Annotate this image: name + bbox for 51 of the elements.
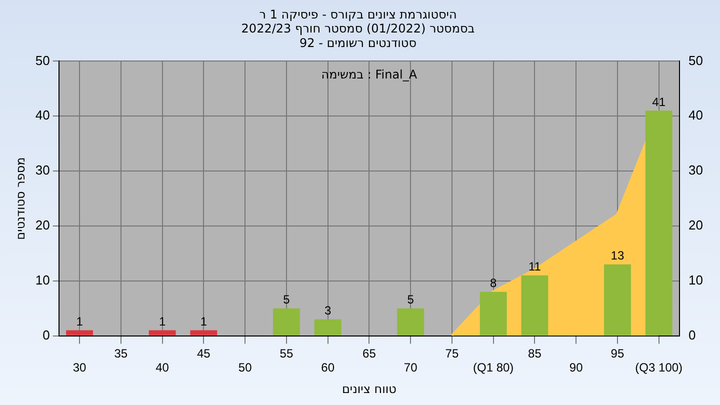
x-tick-label: 75 (445, 346, 459, 360)
x-tick-label: 35 (114, 346, 128, 360)
x-tick-label: (Q1 80) (472, 360, 514, 375)
chart-subtitle: בסמסטר (01/2022) סמסטר חורף 2022/23 סטודנטים רשומים - 92 (241, 22, 475, 50)
x-tick-label: 50 (238, 360, 252, 375)
x-tick-label: 40 (156, 360, 170, 375)
data-label: 3 (324, 304, 332, 318)
data-label: 5 (283, 292, 290, 307)
bar (66, 330, 93, 336)
y-tick-label: 20 (35, 218, 50, 233)
x-tick-label: 70 (404, 360, 418, 375)
bar (397, 308, 424, 336)
x-axis-title: טווח ציונים (342, 382, 397, 396)
y-axis-title: מספר סטודנטים (13, 157, 28, 240)
data-label: 1 (158, 314, 166, 329)
x-tick-label: (Q3 100) (635, 360, 683, 375)
y2-tick-label: 20 (688, 218, 704, 233)
bar (521, 275, 548, 336)
y2-tick-label: 50 (688, 52, 704, 68)
data-label: 1 (76, 314, 84, 329)
y-tick-label: 40 (35, 108, 50, 123)
y2-tick-label: 10 (688, 272, 704, 288)
y-tick-label: 50 (35, 52, 50, 68)
y-tick-label: 0 (42, 327, 50, 342)
x-tick-label: 60 (321, 360, 335, 375)
x-tick-label: 30 (72, 360, 87, 375)
data-label: 1 (200, 314, 208, 329)
x-tick-label: 45 (197, 346, 211, 360)
y-tick-label: 10 (35, 272, 50, 288)
bar (480, 292, 507, 336)
annotation: במשימה : Final_A (321, 67, 418, 82)
x-tick-label: 90 (569, 360, 584, 375)
data-label: 13 (610, 248, 624, 263)
data-label: 5 (407, 292, 414, 307)
bar (645, 110, 672, 336)
bar (314, 319, 342, 336)
chart-title: היסטוגרמת ציונים בקורס - פיסיקה 1 ר (259, 7, 457, 22)
data-label: 41 (652, 94, 666, 109)
y2-tick-label: 30 (688, 162, 704, 178)
x-tick-label: 85 (528, 346, 542, 360)
bar (148, 330, 176, 336)
data-label: 8 (490, 276, 497, 290)
y2-tick-label: 0 (688, 327, 696, 342)
x-tick-label: 55 (280, 346, 294, 360)
bar (190, 330, 218, 336)
bar (272, 308, 300, 336)
x-tick-label: 95 (610, 346, 624, 360)
bar (604, 264, 631, 336)
y-tick-label: 30 (35, 162, 50, 178)
y2-tick-label: 40 (688, 108, 704, 123)
x-tick-label: 65 (362, 346, 376, 360)
